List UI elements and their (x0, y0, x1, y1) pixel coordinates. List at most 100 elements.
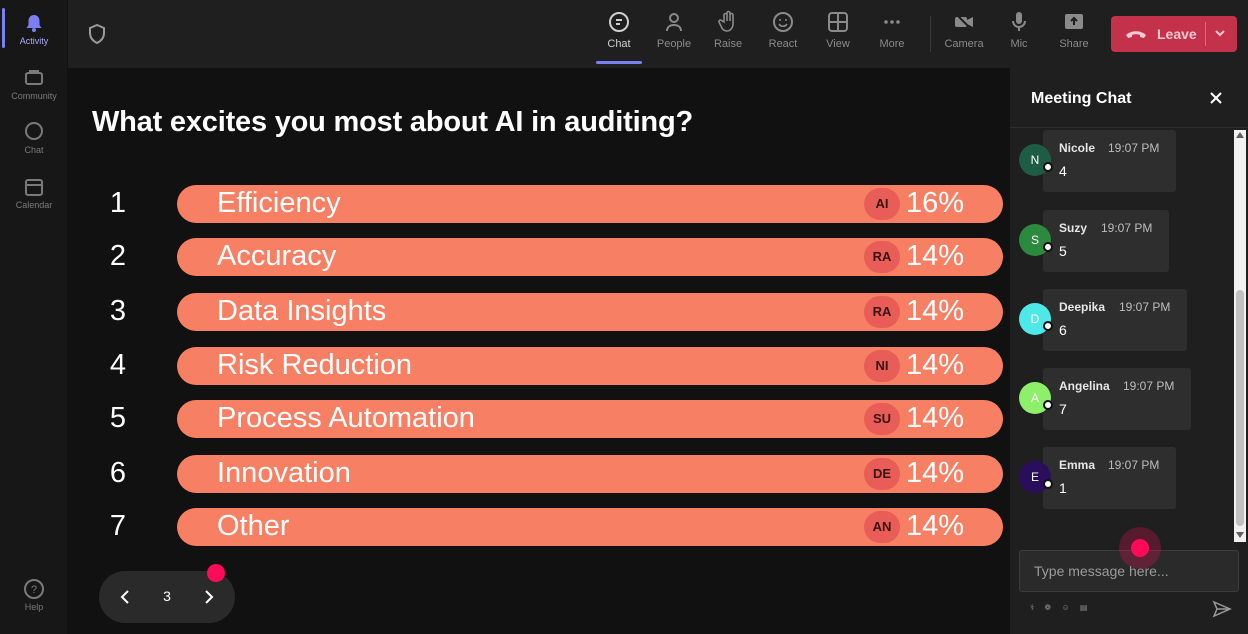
option-bar[interactable]: Efficiency AI 16% (177, 185, 1003, 223)
voter-badge: NI (864, 350, 900, 382)
message-bubble[interactable]: Suzy 19:07 PM 5 (1043, 210, 1169, 272)
toolbar-button-label: React (768, 38, 798, 50)
meeting-toolbar: Chat People Raise React View More Camera… (68, 0, 1248, 68)
option-label: Efficiency (217, 187, 341, 219)
raise-hand-icon (718, 10, 734, 32)
mic-icon (1012, 12, 1026, 31)
toolbar-view-button[interactable]: View (812, 10, 864, 50)
option-bar[interactable]: Process Automation SU 14% (177, 400, 1003, 438)
chat-icon (609, 12, 629, 32)
app-rail: Activity Community Chat Calendar ? Help (0, 0, 68, 634)
option-rank: 4 (109, 349, 127, 381)
presence-indicator (1043, 479, 1053, 489)
chat-message-input[interactable] (1019, 550, 1239, 592)
rail-item-activity[interactable]: Activity (0, 12, 68, 46)
poll-option-row: 5 Process Automation SU 14% (68, 400, 1010, 438)
voter-badge: AN (864, 511, 900, 543)
option-bar[interactable]: Other AN 14% (177, 508, 1003, 546)
chat-message: Suzy 19:07 PM 5 S (1010, 210, 1240, 274)
message-text: 4 (1059, 163, 1067, 179)
calendar-icon (25, 179, 43, 196)
shield-icon[interactable] (88, 24, 106, 44)
compose-tools[interactable]: ⚕ ❁ ☺ ▤ (1030, 603, 1092, 612)
option-bar[interactable]: Data Insights RA 14% (177, 293, 1003, 331)
react-icon (773, 12, 793, 32)
toolbar-raise-button[interactable]: Raise (702, 10, 754, 50)
chevron-right-icon[interactable] (199, 587, 219, 607)
toolbar-camera-button[interactable]: Camera (938, 10, 990, 50)
poll-title: What excites you most about AI in auditi… (92, 106, 693, 138)
message-time: 19:07 PM (1101, 221, 1153, 235)
rail-item-chat[interactable]: Chat (0, 121, 68, 155)
poll-option-row: 7 Other AN 14% (68, 508, 1010, 546)
option-percent: 14% (906, 240, 965, 272)
toolbar-button-label: Share (1059, 38, 1089, 50)
message-bubble[interactable]: Deepika 19:07 PM 6 (1043, 289, 1187, 351)
option-label: Process Automation (217, 402, 475, 434)
scrollbar-thumb[interactable] (1236, 290, 1244, 526)
presence-indicator (1043, 400, 1053, 410)
option-bar[interactable]: Innovation DE 14% (177, 455, 1003, 493)
chat-icon (25, 122, 43, 140)
message-time: 19:07 PM (1108, 141, 1160, 155)
option-label: Other (217, 510, 290, 542)
sender-name: Angelina (1059, 379, 1110, 393)
close-icon[interactable] (1208, 90, 1224, 106)
chat-title: Meeting Chat (1031, 90, 1132, 107)
bell-icon (26, 15, 42, 32)
sender-name: Deepika (1059, 300, 1106, 314)
toolbar-chat-button[interactable]: Chat (593, 10, 645, 50)
toolbar-button-label: Chat (607, 38, 631, 50)
toolbar-mic-button[interactable]: Mic (993, 10, 1045, 50)
message-time: 19:07 PM (1123, 379, 1175, 393)
leave-label: Leave (1157, 26, 1197, 42)
view-icon (828, 12, 848, 32)
message-bubble[interactable]: Nicole 19:07 PM 4 (1043, 130, 1176, 192)
toolbar-people-button[interactable]: People (648, 10, 700, 50)
meeting-chat-panel: Meeting Chat Nicole 19:07 PM 4 N Suzy 19… (1010, 68, 1248, 634)
message-bubble[interactable]: Angelina 19:07 PM 7 (1043, 368, 1191, 430)
message-text: 5 (1059, 243, 1067, 259)
sender-name: Nicole (1059, 141, 1096, 155)
page-number: 3 (163, 588, 171, 604)
option-bar[interactable]: Risk Reduction NI 14% (177, 347, 1003, 385)
toolbar-button-label: View (826, 38, 850, 50)
rail-item-label: Calendar (15, 200, 53, 210)
toolbar-more-button[interactable]: More (866, 10, 918, 50)
chat-scrollbar[interactable] (1234, 130, 1246, 542)
chevron-left-icon[interactable] (115, 587, 135, 607)
option-label: Innovation (217, 457, 351, 489)
message-text: 1 (1059, 480, 1067, 496)
active-tab-indicator (596, 61, 642, 64)
toolbar-divider (930, 16, 931, 52)
chat-header: Meeting Chat (1010, 68, 1248, 128)
poll-option-row: 6 Innovation DE 14% (68, 455, 1010, 493)
leave-button[interactable]: Leave (1111, 16, 1237, 52)
send-icon[interactable] (1212, 599, 1232, 619)
toolbar-react-button[interactable]: React (757, 10, 809, 50)
chat-message: Angelina 19:07 PM 7 A (1010, 368, 1240, 432)
rail-item-help[interactable]: ? Help (0, 578, 68, 612)
scroll-up-arrow[interactable] (1236, 132, 1244, 138)
option-label: Accuracy (217, 240, 337, 272)
message-time: 19:07 PM (1108, 458, 1160, 472)
voter-badge: SU (864, 403, 900, 435)
toolbar-button-label: People (656, 38, 692, 50)
presence-indicator (1043, 242, 1053, 252)
sender-name: Suzy (1059, 221, 1088, 235)
sender-name: Emma (1059, 458, 1096, 472)
people-icon (666, 13, 682, 32)
option-bar[interactable]: Accuracy RA 14% (177, 238, 1003, 276)
toolbar-share-button[interactable]: Share (1048, 10, 1100, 50)
chevron-down-icon[interactable] (1213, 26, 1227, 40)
option-rank: 1 (109, 187, 127, 219)
scroll-down-arrow[interactable] (1236, 532, 1244, 538)
presence-indicator (1043, 162, 1053, 172)
rail-item-community[interactable]: Community (0, 67, 68, 101)
chat-message: Emma 19:07 PM 1 E (1010, 447, 1240, 511)
rail-item-calendar[interactable]: Calendar (0, 176, 68, 210)
camera-off-icon (954, 12, 974, 32)
message-bubble[interactable]: Emma 19:07 PM 1 (1043, 447, 1176, 509)
poll-option-row: 2 Accuracy RA 14% (68, 238, 1010, 276)
option-rank: 3 (109, 295, 127, 327)
